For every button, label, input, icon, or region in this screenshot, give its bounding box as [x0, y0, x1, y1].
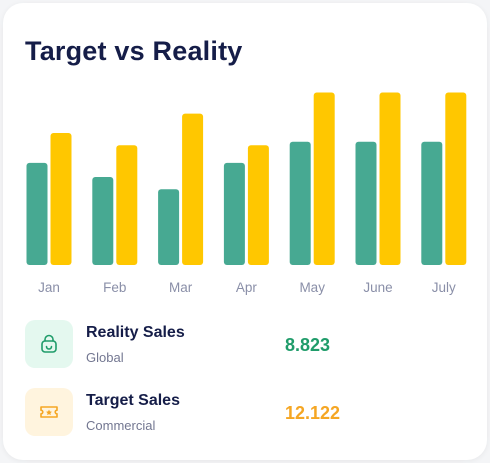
- legend-value: 8.823: [285, 335, 331, 355]
- bar-target-feb: [116, 145, 138, 265]
- bar-reality-jan: [26, 162, 48, 265]
- bar-reality-may: [289, 141, 311, 265]
- x-tick-label: Jan: [38, 280, 60, 295]
- legend-subtitle: Commercial: [86, 418, 156, 433]
- ticket-star-icon: [25, 388, 73, 436]
- target-vs-reality-card: Target vs Reality Jan Feb Mar Apr May June Jul…: [3, 3, 487, 460]
- bar-target-june: [379, 92, 401, 265]
- bar-target-jan: [50, 133, 72, 265]
- shopping-bag-icon: [25, 320, 73, 368]
- x-tick-label: May: [299, 280, 325, 295]
- bar-target-mar: [182, 113, 204, 265]
- legend-name: Reality Sales: [86, 324, 185, 341]
- bar-reality-mar: [158, 189, 180, 265]
- chart-title: Target vs Reality: [25, 36, 243, 66]
- bar-reality-june: [355, 141, 377, 265]
- x-tick-label: Feb: [103, 280, 126, 295]
- bar-target-apr: [247, 145, 269, 265]
- bar-reality-apr: [223, 162, 245, 265]
- legend-item-reality-sales: Reality Sales Global 8.823: [25, 320, 465, 370]
- legend-item-target-sales: Target Sales Commercial 12.122: [25, 388, 465, 438]
- bar-chart: Jan Feb Mar Apr May June July: [26, 92, 467, 295]
- x-tick-label: Mar: [169, 280, 193, 295]
- bar-target-july: [445, 92, 467, 265]
- x-tick-label: July: [432, 280, 456, 295]
- bar-reality-feb: [92, 177, 114, 265]
- x-tick-label: June: [363, 280, 392, 295]
- bar-reality-july: [421, 141, 443, 265]
- bar-target-may: [313, 92, 335, 265]
- legend-subtitle: Global: [86, 350, 124, 365]
- legend-value: 12.122: [285, 403, 341, 423]
- x-tick-label: Apr: [236, 280, 258, 295]
- legend-name: Target Sales: [86, 392, 180, 409]
